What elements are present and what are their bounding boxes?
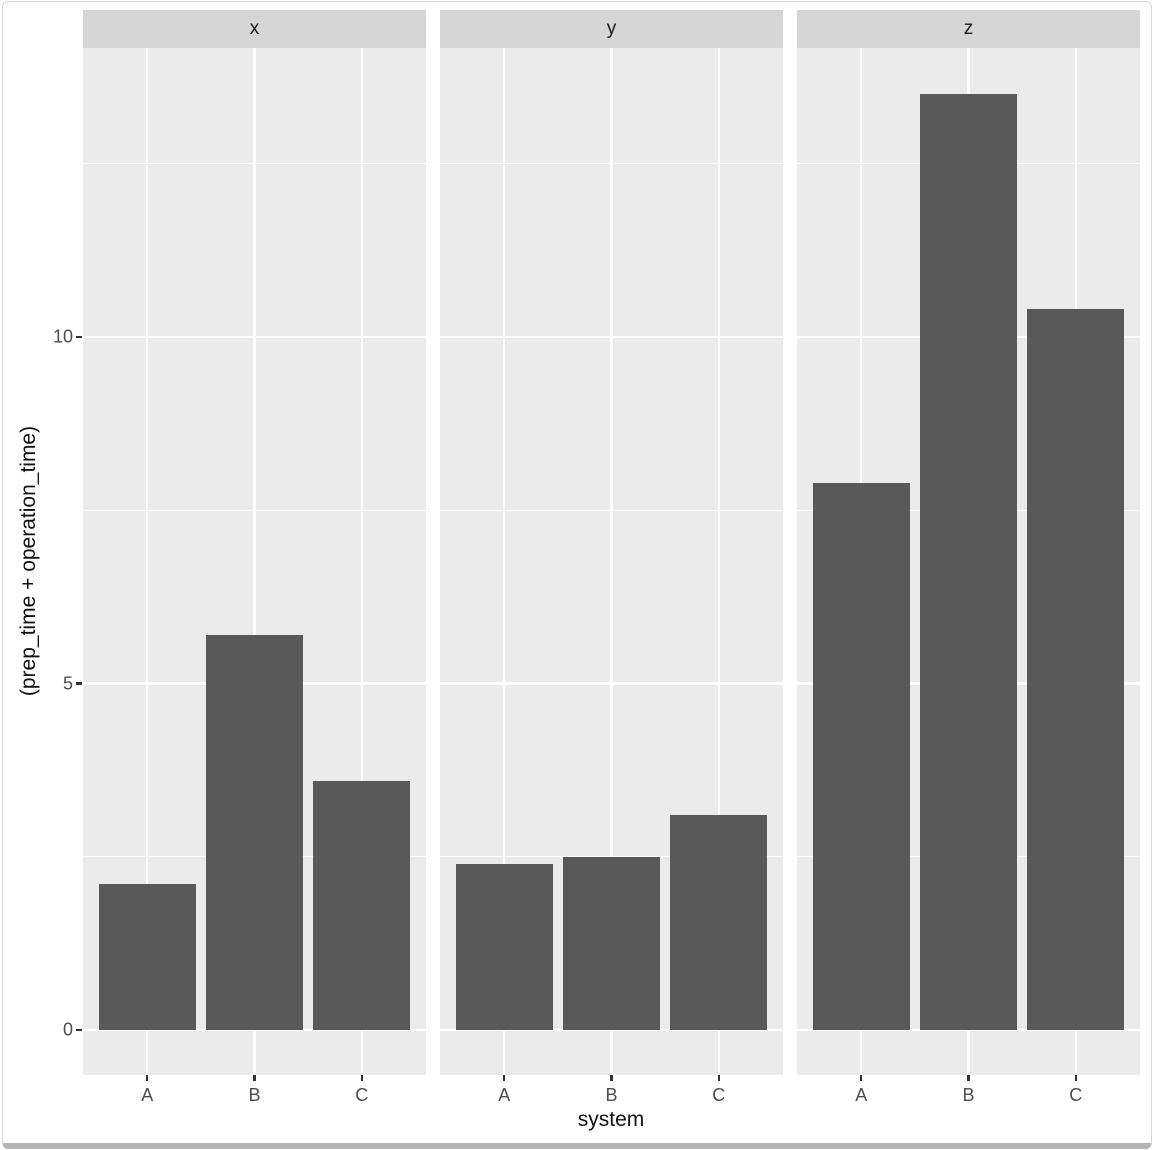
- facet-panel: [797, 48, 1140, 1075]
- y-axis-tick: [76, 335, 82, 339]
- bar: [456, 863, 553, 1030]
- facet-strip-label: x: [249, 18, 260, 39]
- gridline-major-vertical: [717, 48, 720, 1075]
- x-tick-label: B: [605, 1085, 618, 1105]
- y-tick-label: 5: [62, 673, 73, 693]
- bar: [563, 856, 660, 1030]
- x-tick-label: B: [248, 1085, 261, 1105]
- x-axis-tick: [967, 1075, 970, 1081]
- facet-strip: y: [440, 10, 783, 48]
- y-tick-label: 10: [52, 326, 73, 347]
- x-axis-tick: [1074, 1075, 1077, 1081]
- x-axis-tick: [860, 1075, 863, 1081]
- x-tick-label: C: [1069, 1085, 1083, 1105]
- bar: [1027, 309, 1124, 1030]
- x-axis-tick: [360, 1075, 363, 1081]
- y-axis-title: (prep_time + operation_time): [17, 425, 40, 697]
- plot-frame-bottom-edge: [3, 1143, 1151, 1149]
- x-axis-tick: [717, 1075, 720, 1081]
- facet-panel: [440, 48, 783, 1075]
- facet-strip: x: [83, 10, 426, 48]
- gridline-major-vertical: [503, 48, 506, 1075]
- x-tick-label: B: [962, 1085, 975, 1105]
- x-axis-tick: [610, 1075, 613, 1081]
- x-tick-label: C: [712, 1085, 726, 1105]
- x-tick-label: A: [855, 1085, 868, 1105]
- facet-panel: [83, 48, 426, 1075]
- x-axis-tick: [503, 1075, 506, 1081]
- x-tick-label: A: [498, 1085, 511, 1105]
- x-axis-title: system: [577, 1108, 645, 1131]
- gridline-major-vertical: [253, 48, 256, 1075]
- bar: [813, 482, 910, 1030]
- facet-strip-label: y: [606, 18, 617, 39]
- bar: [670, 815, 767, 1030]
- x-tick-label: A: [141, 1085, 154, 1105]
- x-axis-tick: [146, 1075, 149, 1081]
- x-tick-label: C: [355, 1085, 369, 1105]
- y-tick-label: 0: [62, 1019, 73, 1040]
- bar: [99, 884, 196, 1030]
- facet-strip-label: z: [963, 18, 974, 39]
- y-axis-tick: [76, 682, 82, 685]
- bar: [920, 94, 1017, 1030]
- bar: [206, 634, 303, 1030]
- bar: [313, 780, 410, 1030]
- gridline-major-vertical: [610, 48, 613, 1075]
- gridline-major-vertical: [146, 48, 149, 1075]
- x-axis-tick: [253, 1075, 256, 1081]
- facet-strip: z: [797, 10, 1140, 48]
- gridline-major-vertical: [360, 48, 363, 1075]
- y-axis-tick: [76, 1028, 82, 1032]
